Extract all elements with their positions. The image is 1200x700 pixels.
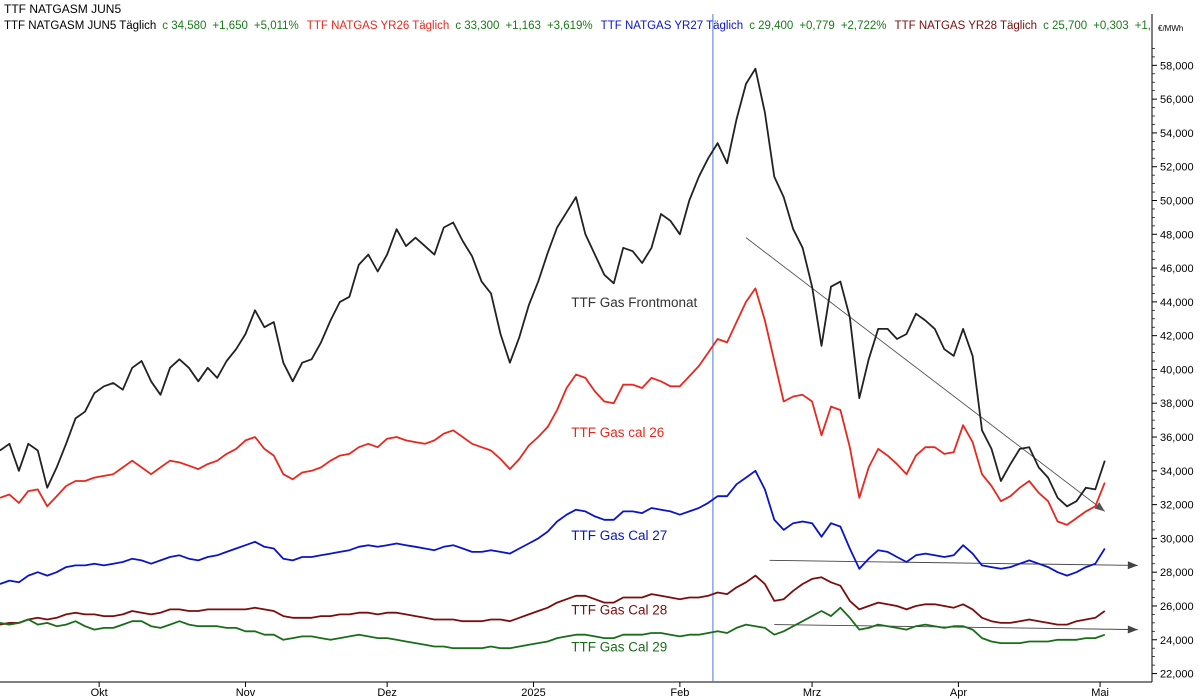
series-line-cal28: [0, 574, 1106, 626]
x-tick-label: Dez: [377, 687, 397, 699]
annotations-group: TTF Gas Frontmonat TTF Gas cal 26 TTF Gas …: [571, 295, 697, 655]
legend-pct-value: +2,722%: [840, 20, 887, 32]
y-tick-label: 42,000: [1160, 331, 1194, 343]
x-tick-label: Okt: [91, 687, 108, 699]
trend-line: [769, 559, 1138, 566]
y-tick-label: 48,000: [1160, 229, 1194, 241]
y-tick-label: 52,000: [1160, 162, 1194, 174]
legend-change-value: +0,303: [1093, 20, 1129, 32]
y-tick-label: 28,000: [1160, 567, 1194, 579]
y-tick-label: 36,000: [1160, 432, 1194, 444]
series-annotation: TTF Gas Cal 28: [571, 602, 667, 617]
trend-lines-group: [745, 237, 1138, 634]
legend-entry[interactable]: TTF NATGAS YR26 Täglich c 33,300 +1,163 +3,…: [307, 20, 593, 32]
trend-line: [745, 237, 1106, 512]
legend-entry[interactable]: TTF NATGAS YR28 Täglich c 25,700 +0,303 +1,…: [895, 20, 1152, 32]
legend-pct-value: +5,011%: [253, 20, 299, 32]
legend-change-value: +1,650: [212, 20, 248, 32]
series-line-cal26: [0, 287, 1106, 526]
y-tick-label: 46,000: [1160, 263, 1194, 275]
series-annotation: TTF Gas Cal 27: [571, 528, 667, 543]
y-tick-label: 38,000: [1160, 398, 1194, 410]
legend-change-value: +1,163: [505, 20, 541, 32]
unit-label: €/MWh: [1158, 24, 1184, 33]
legend-pct-value: +3,619%: [546, 20, 593, 32]
x-tick-label: Mrz: [803, 687, 821, 699]
legend-pct-value: +1,193%: [1134, 20, 1152, 32]
series-line-front: [0, 67, 1106, 508]
series-line-cal29: [0, 606, 1106, 650]
series-annotation: TTF Gas Frontmonat: [571, 295, 697, 310]
trend-arrowhead: [1094, 502, 1105, 512]
y-tick-label: 54,000: [1160, 128, 1194, 140]
y-tick-label: 30,000: [1160, 533, 1194, 545]
axes-group: 22,000 24,000 26,000 28,000 30,000 32,000 34,0…: [0, 14, 1194, 699]
series-annotation: TTF Gas Cal 29: [571, 640, 667, 655]
legend-close-value: c 33,300: [455, 20, 500, 32]
window-title: TTF NATGASM JUN5: [4, 2, 122, 16]
legend-close-value: c 29,400: [749, 20, 794, 32]
y-tick-label: 32,000: [1160, 500, 1194, 512]
legend-series-name: TTF NATGASM JUN5 Täglich: [4, 20, 157, 32]
legend-series-name: TTF NATGAS YR28 Täglich: [894, 20, 1038, 32]
y-tick-label: 24,000: [1160, 635, 1194, 647]
y-tick-label: 50,000: [1160, 196, 1194, 208]
y-tick-label: 22,000: [1160, 669, 1194, 681]
x-tick-label: Feb: [670, 687, 689, 699]
y-tick-label: 26,000: [1160, 601, 1194, 613]
legend-close-value: c 34,580: [162, 20, 207, 32]
y-tick-label: 40,000: [1160, 364, 1194, 376]
series-annotation: TTF Gas cal 26: [571, 425, 664, 440]
x-tick-label: 2025: [521, 687, 545, 699]
x-tick-label: Apr: [950, 687, 967, 699]
y-tick-label: 34,000: [1160, 466, 1194, 478]
x-tick-label: Mai: [1091, 687, 1109, 699]
legend-entry[interactable]: TTF NATGASM JUN5 Täglich c 34,580 +1,650 +5…: [4, 20, 299, 32]
y-tick-label: 58,000: [1160, 60, 1194, 72]
legend-series-name: TTF NATGAS YR27 Täglich: [600, 20, 744, 32]
legend-bar: TTF NATGASM JUN5 Täglich c 34,580 +1,650 +5…: [4, 20, 1152, 36]
trend-arrowhead: [1127, 625, 1138, 634]
series-line-cal27: [0, 469, 1106, 585]
y-tick-label: 56,000: [1160, 94, 1194, 106]
legend-entry[interactable]: TTF NATGAS YR27 Täglich c 29,400 +0,779 +2,…: [601, 20, 887, 32]
legend-close-value: c 25,700: [1043, 20, 1088, 32]
y-tick-label: 44,000: [1160, 297, 1194, 309]
series-group: [0, 67, 1106, 650]
x-tick-label: Nov: [236, 687, 256, 699]
trend-arrowhead: [1127, 561, 1138, 570]
legend-series-name: TTF NATGAS YR26 Täglich: [306, 20, 450, 32]
legend-change-value: +0,779: [799, 20, 835, 32]
